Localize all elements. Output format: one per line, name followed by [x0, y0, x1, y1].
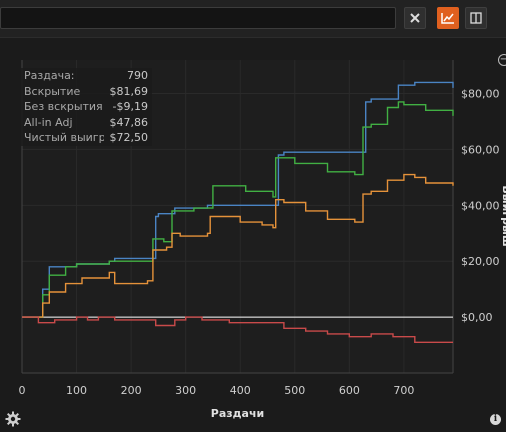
- series-line-2: [22, 173, 454, 318]
- panel-toggle-button[interactable]: [465, 7, 487, 29]
- close-button[interactable]: [404, 7, 426, 29]
- y-axis-label: Выигрыш: [500, 185, 506, 246]
- stat-label: All-in Adj: [24, 115, 73, 129]
- x-tick-label: 300: [175, 384, 196, 397]
- x-tick-label: 600: [339, 384, 360, 397]
- stat-row-net-won: Чистый выигр $72,50: [20, 130, 152, 146]
- winnings-chart: 0 100 200 300 400 500 600 700 $0,00 $20,00 $40,00 $…: [19, 60, 506, 420]
- chart-area: 0 100 200 300 400 500 600 700 $0,00 $20,00 $40,00 $…: [0, 38, 506, 432]
- x-axis-label: Раздачи: [211, 407, 264, 420]
- stat-label: Без вскрытия: [24, 100, 103, 113]
- toolbar: [0, 0, 506, 38]
- stat-value: $47,86: [109, 115, 149, 129]
- stat-value: $72,50: [109, 131, 149, 144]
- y-tick-label: $0,00: [461, 311, 493, 324]
- x-tick-label: 200: [121, 384, 142, 397]
- x-tick-label: 500: [284, 384, 305, 397]
- x-tick-label: 0: [19, 384, 26, 397]
- x-tick-label: 700: [393, 384, 414, 397]
- stat-label: Вскрытие: [24, 84, 81, 98]
- stat-label: Раздача:: [24, 69, 75, 82]
- x-tick-label: 400: [230, 384, 251, 397]
- stat-value: $81,69: [109, 84, 149, 98]
- stat-row-showdown: Вскрытие $81,69: [20, 84, 152, 100]
- y-tick-label: $40,00: [461, 199, 500, 212]
- stat-row-allin-adj: All-in Adj $47,86: [20, 115, 152, 131]
- series-line-1: [22, 101, 454, 318]
- stat-label: Чистый выигр: [24, 131, 104, 144]
- split-panel-icon: [470, 12, 482, 24]
- stat-value: -$9,19: [112, 100, 148, 113]
- zoom-out-button[interactable]: −: [498, 54, 506, 66]
- stat-row-hands: Раздача: 790: [20, 68, 152, 84]
- info-icon[interactable]: i: [490, 414, 501, 425]
- stats-overlay: Раздача: 790 Вскрытие $81,69 Без вскрыти…: [20, 68, 152, 146]
- y-tick-label: $60,00: [461, 143, 500, 156]
- stat-row-non-showdown: Без вскрытия -$9,19: [20, 99, 152, 115]
- close-icon: [410, 13, 420, 23]
- y-tick-label: $20,00: [461, 255, 500, 268]
- chart-toggle-button[interactable]: [437, 7, 459, 29]
- search-input[interactable]: [0, 7, 396, 29]
- x-tick-label: 100: [66, 384, 87, 397]
- series-line-3: [22, 316, 453, 343]
- settings-gear-icon[interactable]: [5, 411, 21, 427]
- stat-value: 790: [127, 69, 148, 82]
- y-tick-label: $80,00: [461, 88, 500, 101]
- chart-line-icon: [441, 13, 454, 24]
